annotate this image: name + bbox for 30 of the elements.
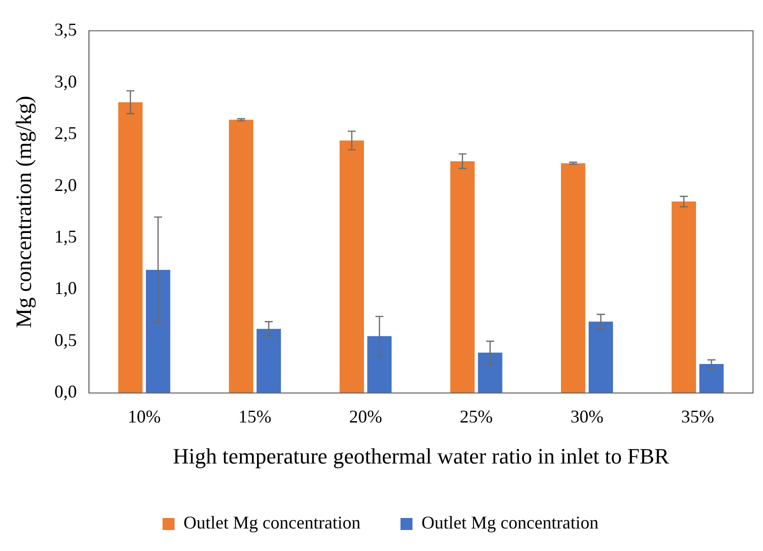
y-tick-label: 2,5 bbox=[54, 123, 77, 144]
y-tick-label: 0,5 bbox=[54, 330, 77, 350]
x-axis-title: High temperature geothermal water ratio in inlet to FBR bbox=[172, 444, 670, 469]
bar bbox=[146, 270, 170, 393]
x-tick-label: 35% bbox=[681, 406, 714, 427]
legend-label: Outlet Mg concentration bbox=[422, 512, 598, 533]
x-tick-label: 10% bbox=[128, 406, 161, 427]
x-tick-label: 20% bbox=[349, 406, 382, 427]
bar bbox=[588, 322, 613, 393]
bar bbox=[560, 163, 586, 393]
bar bbox=[340, 140, 364, 393]
y-tick-label: 2,0 bbox=[54, 174, 77, 195]
bar bbox=[228, 120, 254, 393]
bar bbox=[367, 336, 392, 393]
legend-label: Outlet Mg concentration bbox=[184, 512, 361, 533]
bar bbox=[118, 102, 143, 393]
bar bbox=[478, 352, 502, 393]
y-tick-label: 3,0 bbox=[54, 71, 77, 92]
y-tick-label: 1,5 bbox=[54, 226, 77, 247]
y-tick-label: 1,0 bbox=[54, 278, 77, 298]
bar bbox=[450, 161, 475, 393]
bar bbox=[672, 202, 696, 393]
bar bbox=[256, 328, 281, 393]
bar bbox=[699, 364, 724, 393]
y-axis-title: Mg concentration (mg/kg) bbox=[10, 96, 36, 328]
x-tick-label: 30% bbox=[570, 406, 604, 427]
y-tick-label: 0,0 bbox=[54, 382, 77, 402]
x-tick-label: 15% bbox=[238, 406, 272, 427]
x-tick-label: 25% bbox=[460, 406, 493, 427]
y-tick-label: 3,5 bbox=[54, 20, 77, 40]
